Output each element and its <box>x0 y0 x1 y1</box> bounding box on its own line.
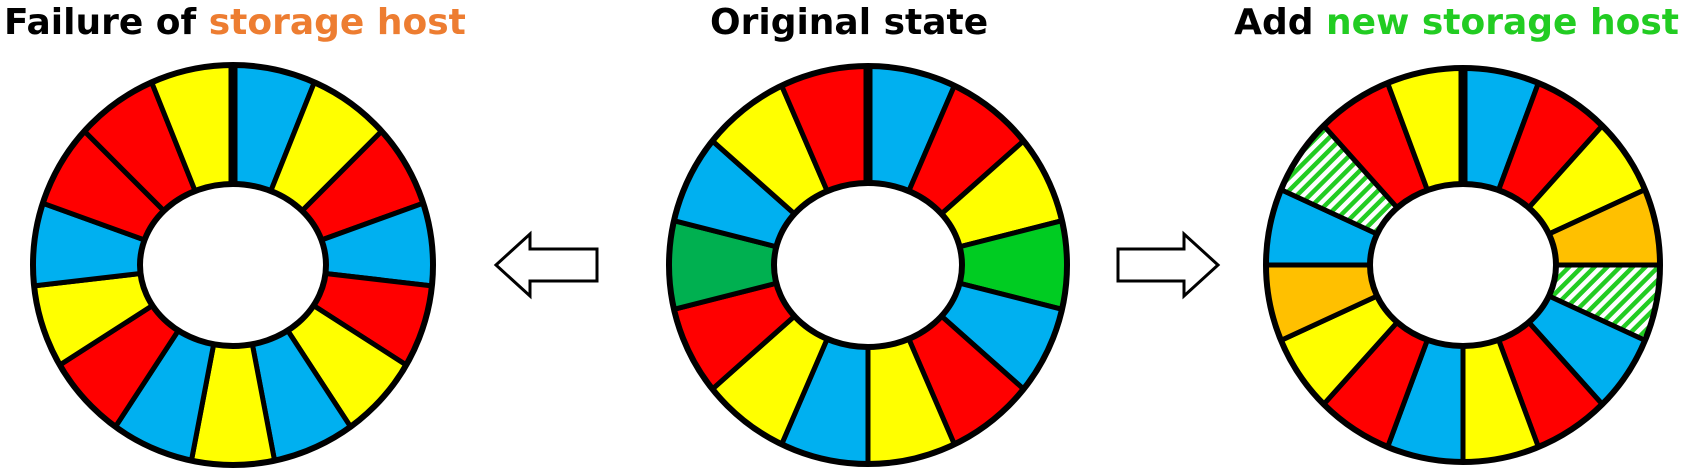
ring-failure <box>30 62 436 468</box>
ring-original-inner-hole <box>771 180 965 350</box>
title-failure-prefix: Failure of <box>4 2 209 43</box>
title-original: Original state <box>710 0 988 46</box>
ring-original-outer-rim <box>666 63 1070 467</box>
title-add-host-highlight: new storage host <box>1326 2 1679 43</box>
title-failure: Failure of storage host <box>4 0 466 46</box>
title-original-text: Original state <box>710 2 989 43</box>
ring-failure-inner-hole <box>137 181 329 349</box>
ring-add-host-inner-hole <box>1367 181 1559 349</box>
ring-add-host <box>1263 65 1663 465</box>
title-failure-highlight: storage host <box>208 2 466 43</box>
ring-original <box>666 63 1070 467</box>
arrow-left-icon <box>493 230 599 300</box>
title-add-host-prefix: Add <box>1234 2 1327 43</box>
arrow-right-icon <box>1116 230 1221 300</box>
title-add-host: Add new storage host <box>1234 0 1679 46</box>
ring-failure-outer-rim <box>30 62 436 468</box>
ring-add-host-outer-rim <box>1263 65 1663 465</box>
